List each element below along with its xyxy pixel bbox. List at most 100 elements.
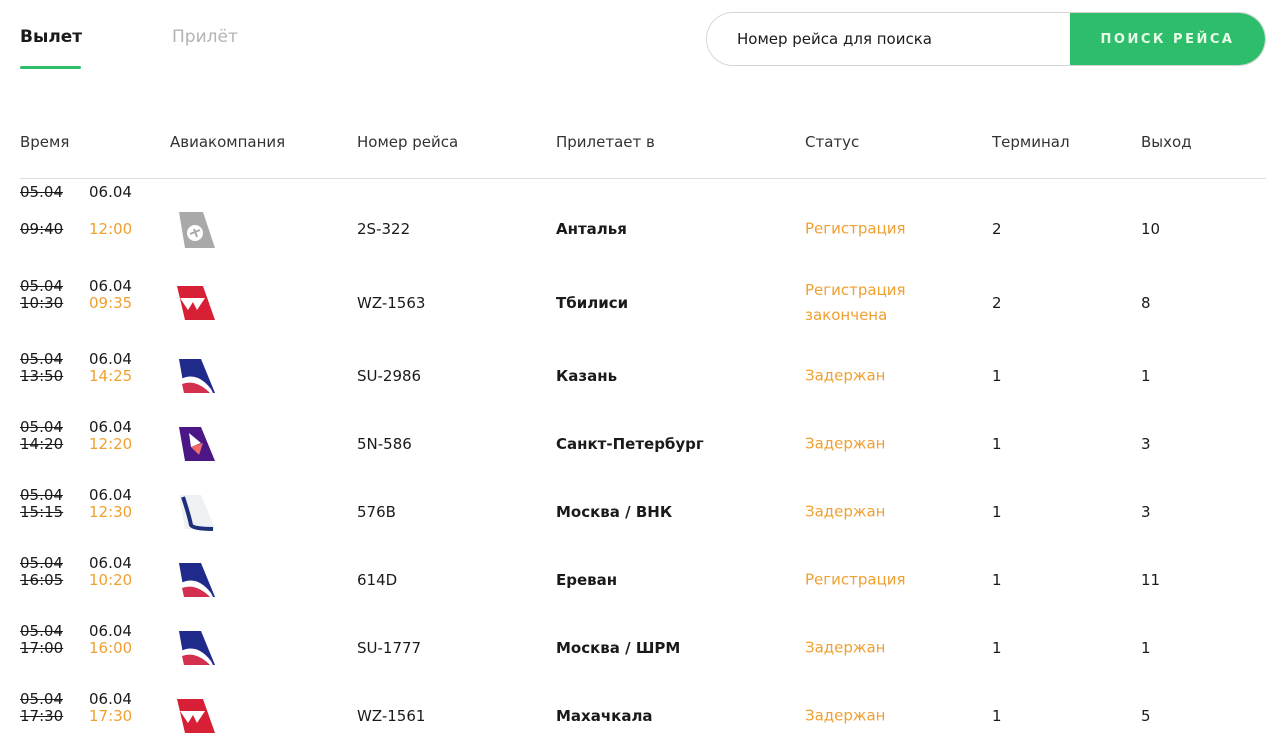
flight-number: SU-2986 xyxy=(357,367,422,385)
red-tail-icon xyxy=(177,286,215,320)
tab-arrivals[interactable]: Прилёт xyxy=(172,27,238,47)
new-time: 12:00 xyxy=(89,220,133,238)
terminal: 1 xyxy=(992,367,1002,385)
new-time: 12:30 xyxy=(89,503,133,521)
column-header-gate: Выход xyxy=(1141,133,1192,151)
terminal: 2 xyxy=(992,220,1002,238)
status-badge: Регистрация закончена xyxy=(805,281,906,324)
flight-number: 614D xyxy=(357,571,398,589)
terminal: 1 xyxy=(992,571,1002,589)
gate: 1 xyxy=(1141,639,1151,657)
gate: 3 xyxy=(1141,503,1151,521)
column-header-airline: Авиакомпания xyxy=(170,133,286,151)
destination: Махачкала xyxy=(556,707,653,725)
grey-tail-icon xyxy=(179,212,215,248)
flight-row[interactable]: 05.04 06.04 14:20 12:20 5N-586 Санкт-Пет… xyxy=(0,410,1280,478)
terminal: 1 xyxy=(992,435,1002,453)
column-header-terminal: Терминал xyxy=(992,133,1070,151)
new-time: 09:35 xyxy=(89,294,133,312)
flight-row[interactable]: 05.04 06.04 13:50 14:25 SU-2986 Казань З… xyxy=(0,342,1280,410)
scheduled-date: 05.04 xyxy=(20,183,63,201)
status-badge: Задержан xyxy=(805,706,886,725)
scheduled-date: 05.04 xyxy=(20,622,63,640)
destination: Казань xyxy=(556,367,618,385)
scheduled-time: 09:40 xyxy=(20,220,64,238)
scheduled-time: 17:00 xyxy=(20,639,64,657)
scheduled-time: 15:15 xyxy=(20,503,64,521)
scheduled-date: 05.04 xyxy=(20,418,63,436)
white-blue-tail-icon xyxy=(179,495,215,531)
status-badge: Задержан xyxy=(805,638,886,657)
scheduled-time: 10:30 xyxy=(20,294,64,312)
flight-number: 2S-322 xyxy=(357,220,411,238)
scheduled-date: 05.04 xyxy=(20,486,63,504)
aeroflot-tail-icon xyxy=(179,359,215,393)
destination: Москва / ВНК xyxy=(556,503,673,521)
gate: 5 xyxy=(1141,707,1151,725)
new-time: 10:20 xyxy=(89,571,133,589)
scheduled-time: 14:20 xyxy=(20,435,64,453)
gate: 3 xyxy=(1141,435,1151,453)
tab-departures[interactable]: Вылет xyxy=(20,27,83,47)
column-header-status: Статус xyxy=(805,133,860,151)
aeroflot-tail-icon xyxy=(179,563,215,597)
flight-row[interactable]: 05.04 06.04 09:40 12:00 2S-322 Анталья Р… xyxy=(0,180,1280,264)
destination: Ереван xyxy=(556,571,618,589)
flight-number: 5N-586 xyxy=(357,435,412,453)
new-date: 06.04 xyxy=(89,622,132,640)
scheduled-date: 05.04 xyxy=(20,277,63,295)
scheduled-date: 05.04 xyxy=(20,554,63,572)
new-time: 14:25 xyxy=(89,367,133,385)
column-header-flight: Номер рейса xyxy=(357,133,459,151)
gate: 1 xyxy=(1141,367,1151,385)
terminal: 1 xyxy=(992,639,1002,657)
flight-number: WZ-1561 xyxy=(357,707,426,725)
destination: Санкт-Петербург xyxy=(556,435,704,453)
flight-number: SU-1777 xyxy=(357,639,422,657)
active-tab-indicator xyxy=(20,66,81,69)
flight-number-search-input[interactable] xyxy=(707,13,1070,65)
new-date: 06.04 xyxy=(89,690,132,708)
flight-row[interactable]: 05.04 06.04 10:30 09:35 WZ-1563 Тбилиси … xyxy=(0,264,1280,342)
scheduled-date: 05.04 xyxy=(20,690,63,708)
status-badge: Задержан xyxy=(805,502,886,521)
new-date: 06.04 xyxy=(89,486,132,504)
new-time: 12:20 xyxy=(89,435,133,453)
gate: 11 xyxy=(1141,571,1161,589)
destination: Анталья xyxy=(556,220,627,238)
terminal: 1 xyxy=(992,503,1002,521)
destination: Москва / ШРМ xyxy=(556,639,681,657)
aeroflot-tail-icon xyxy=(179,631,215,665)
scheduled-time: 16:05 xyxy=(20,571,64,589)
terminal: 2 xyxy=(992,294,1002,312)
column-header-time: Время xyxy=(20,133,70,151)
flight-search: ПОИСК РЕЙСА xyxy=(706,12,1266,66)
flight-row[interactable]: 05.04 06.04 16:05 10:20 614D Ереван Реги… xyxy=(0,546,1280,614)
new-time: 17:30 xyxy=(89,707,133,725)
status-badge: Регистрация xyxy=(805,570,906,589)
flight-row[interactable]: 05.04 06.04 15:15 12:30 576B Москва / ВН… xyxy=(0,478,1280,546)
new-time: 16:00 xyxy=(89,639,133,657)
terminal: 1 xyxy=(992,707,1002,725)
gate: 8 xyxy=(1141,294,1151,312)
status-badge: Задержан xyxy=(805,434,886,453)
status-badge: Регистрация xyxy=(805,219,906,238)
purple-tail-icon xyxy=(179,427,215,461)
red-tail-icon xyxy=(177,699,215,733)
new-date: 06.04 xyxy=(89,554,132,572)
flight-number: WZ-1563 xyxy=(357,294,426,312)
scheduled-date: 05.04 xyxy=(20,350,63,368)
destination: Тбилиси xyxy=(556,294,629,312)
new-date: 06.04 xyxy=(89,277,132,295)
search-flight-button[interactable]: ПОИСК РЕЙСА xyxy=(1070,13,1265,65)
flight-number: 576B xyxy=(357,503,396,521)
scheduled-time: 13:50 xyxy=(20,367,64,385)
flight-row[interactable]: 05.04 06.04 17:30 17:30 WZ-1561 Махачкал… xyxy=(0,682,1280,750)
scheduled-time: 17:30 xyxy=(20,707,64,725)
header-divider xyxy=(20,178,1266,179)
new-date: 06.04 xyxy=(89,418,132,436)
new-date: 06.04 xyxy=(89,183,132,201)
gate: 10 xyxy=(1141,220,1161,238)
status-badge: Задержан xyxy=(805,366,886,385)
flight-row[interactable]: 05.04 06.04 17:00 16:00 SU-1777 Москва /… xyxy=(0,614,1280,682)
